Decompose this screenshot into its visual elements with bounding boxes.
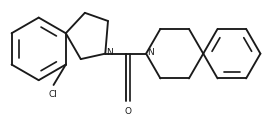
Text: Cl: Cl [49, 90, 57, 99]
Text: N: N [106, 48, 113, 57]
Text: O: O [124, 107, 131, 116]
Text: N: N [147, 48, 154, 57]
